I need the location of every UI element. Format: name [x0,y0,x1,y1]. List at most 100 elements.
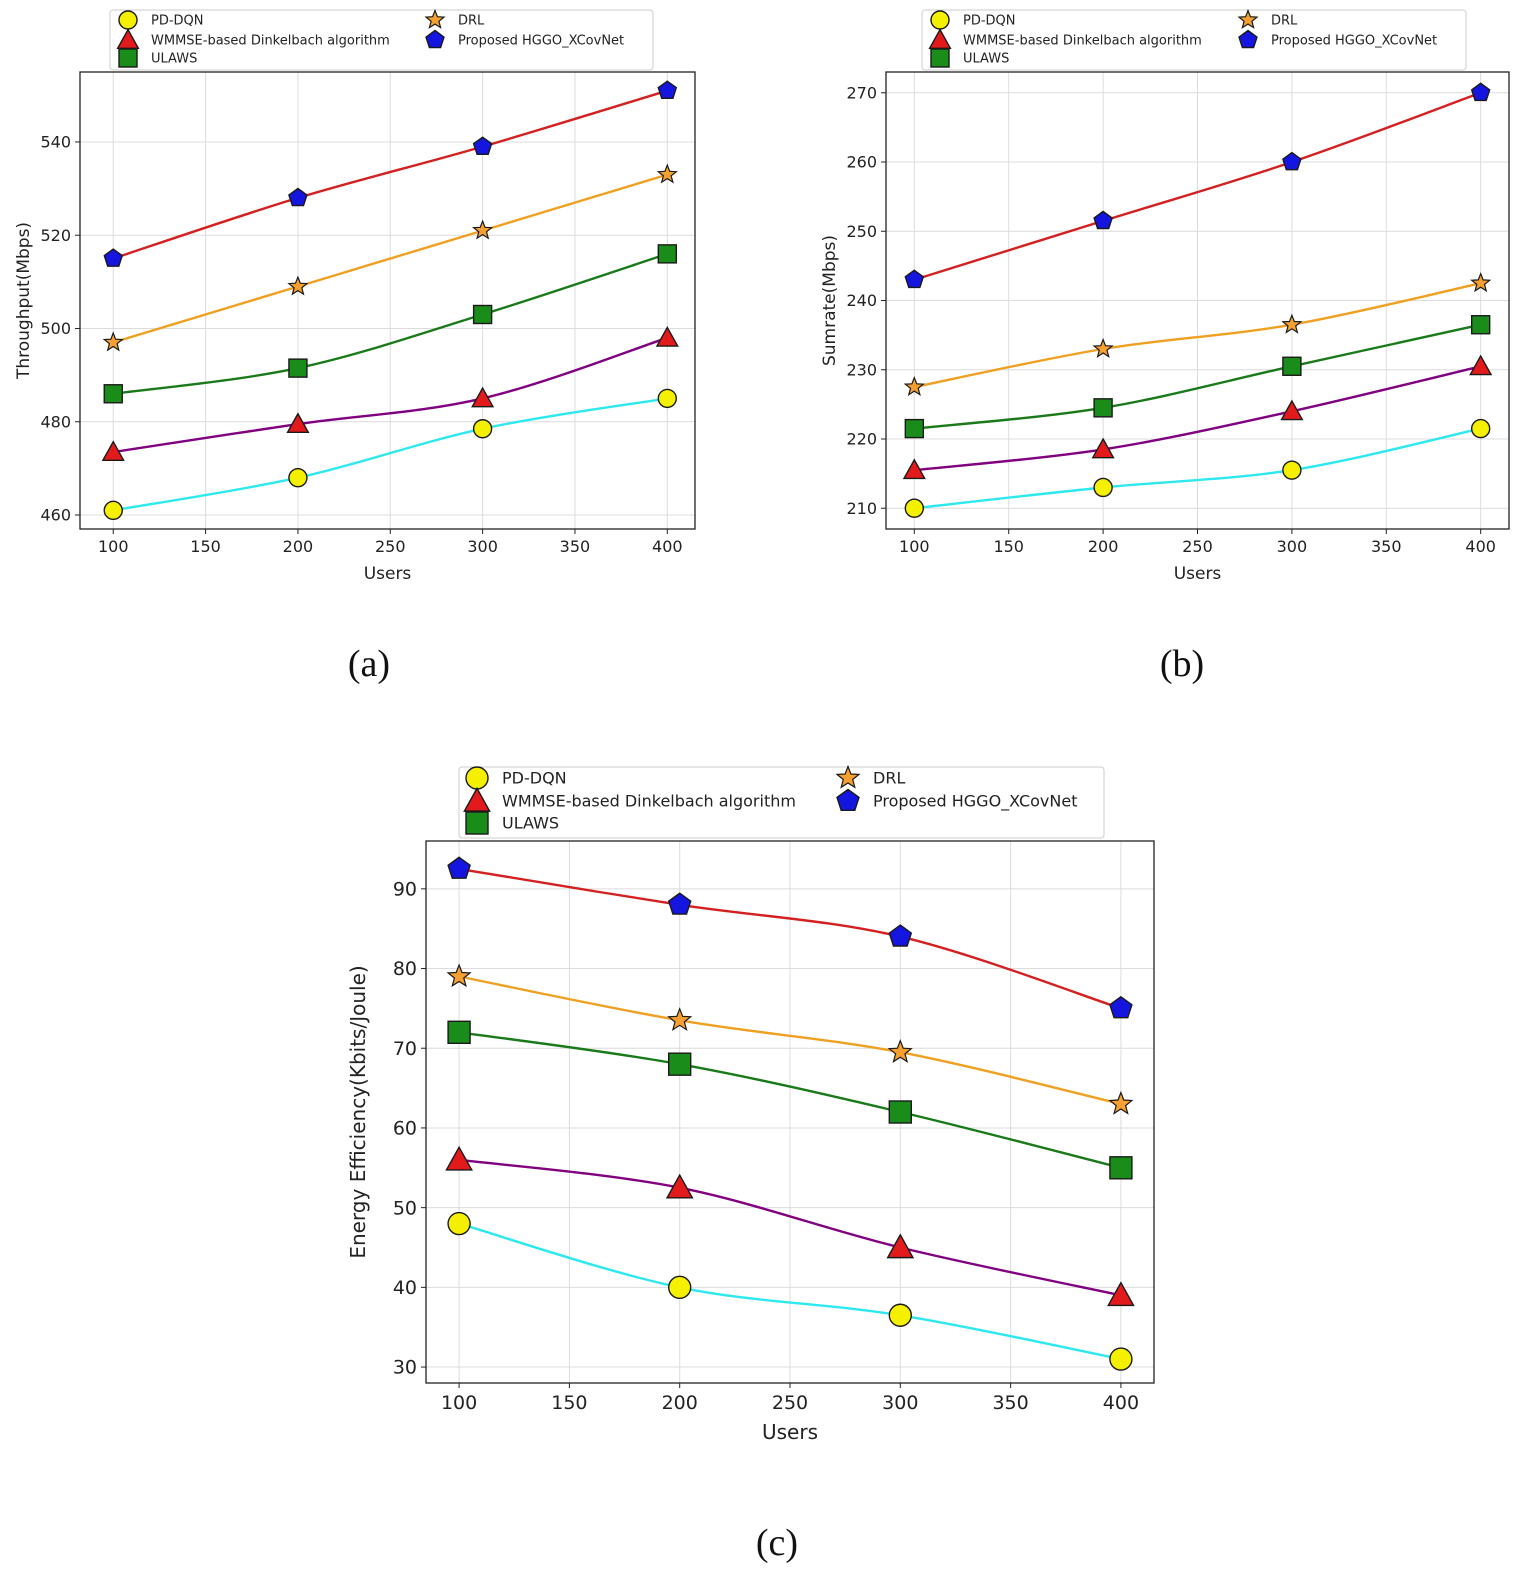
x-tick-label: 100 [441,1392,477,1414]
data-point-drl [887,1039,913,1063]
data-point-pd-dqn [657,388,677,409]
data-point-drl [446,963,472,988]
data-point-ulaws [1282,356,1302,376]
legend-marker-wmmse-based-dinkelbach-algorithm [116,28,140,49]
legend-marker-ulaws [465,811,489,835]
series-line [913,91,1482,281]
series-line [112,89,668,260]
data-point-proposed-hggo-xcovnet [1470,82,1491,102]
data-point-pd-dqn [1470,418,1491,439]
legend-label-drl: DRL [873,769,905,788]
series-line [112,173,668,344]
series-line [458,867,1122,1010]
data-point-proposed-hggo-xcovnet [1093,210,1113,230]
y-tick-label: 40 [393,1277,417,1299]
x-axis-label: Users [762,1420,818,1444]
y-tick-label: 220 [846,430,877,449]
x-axis-label: Users [1174,564,1222,584]
chart-panel-a: 100 150 200 250 300 350 400 460 480 500 520 540 User… [0,0,768,700]
plot-frame [79,71,696,530]
chart-b: 100 150 200 250 300 350 400 210 220 230 240 250 260 2… [820,8,1510,584]
chart-a: 100 150 200 250 300 350 400 460 480 500 520 540 User… [14,8,696,584]
data-point-wmmse-based-dinkelbach-algorithm [902,458,926,480]
x-tick-label: 300 [882,1392,918,1414]
legend-label-ulaws: ULAWS [502,814,559,833]
y-tick-label: 230 [846,360,877,379]
plot-frame [425,840,1155,1384]
y-axis-label: Energy Efficiency(Kbits/Joule) [346,965,370,1258]
series-line [113,397,668,512]
x-tick-label: 200 [283,537,314,556]
x-tick-label: 150 [551,1392,587,1414]
x-tick-label: 300 [467,537,498,556]
y-tick-label: 260 [846,153,877,172]
y-tick-label: 500 [40,319,71,338]
x-tick-label: 100 [899,537,930,556]
data-point-drl [1470,272,1492,293]
data-point-drl [667,1007,693,1032]
data-point-ulaws [1109,1156,1133,1180]
y-tick-label: 460 [40,506,71,525]
data-point-proposed-hggo-xcovnet [904,269,925,289]
legend-box [109,9,654,71]
y-tick-label: 60 [393,1118,417,1140]
series-line [458,975,1122,1106]
x-tick-label: 400 [1103,1392,1139,1414]
x-tick-label: 250 [772,1392,808,1414]
legend-marker-wmmse-based-dinkelbach-algorithm [463,786,491,812]
data-point-ulaws [888,1100,913,1124]
data-point-drl [1108,1090,1134,1115]
data-point-drl [656,163,678,184]
legend-marker-ulaws [930,48,950,68]
legend-label-drl: DRL [1271,14,1298,29]
legend-marker-pd-dqn [465,766,489,790]
y-tick-label: 210 [846,499,877,518]
data-point-drl [102,331,124,352]
data-point-ulaws [667,1052,692,1076]
data-point-ulaws [657,244,677,264]
data-point-pd-dqn [1282,460,1302,480]
data-point-ulaws [472,304,493,325]
y-tick-label: 70 [393,1038,417,1060]
data-point-wmmse-based-dinkelbach-algorithm [1107,1281,1135,1307]
data-point-wmmse-based-dinkelbach-algorithm [471,386,495,408]
legend-label-proposed-hggo-xcovnet: Proposed HGGO_XCovNet [1271,34,1437,49]
series-line [914,282,1481,389]
legend-label-pd-dqn: PD-DQN [151,14,204,29]
legend-marker-proposed-hggo-xcovnet [425,29,445,49]
series-line [113,252,668,395]
data-point-drl [1281,313,1303,334]
y-axis-label: Sumrate(Mbps) [820,235,840,366]
legend-label-proposed-hggo-xcovnet: Proposed HGGO_XCovNet [458,34,624,49]
legend-marker-proposed-hggo-xcovnet [836,788,860,811]
x-tick-label: 350 [560,537,591,556]
data-point-drl [471,219,494,240]
legend-marker-drl [835,764,861,789]
x-tick-label: 250 [1182,537,1213,556]
legend-label-proposed-hggo-xcovnet: Proposed HGGO_XCovNet [873,792,1077,812]
data-point-pd-dqn [447,1211,471,1236]
legend-marker-drl [424,8,446,29]
y-tick-label: 540 [40,133,71,152]
legend-label-wmmse-based-dinkelbach-algorithm: WMMSE-based Dinkelbach algorithm [502,792,796,811]
caption-b: (b) [1159,643,1205,685]
data-point-proposed-hggo-xcovnet [1109,995,1133,1019]
data-point-pd-dqn [1109,1347,1133,1371]
legend-marker-ulaws [118,48,138,68]
caption-a: (a) [347,643,391,685]
data-point-pd-dqn [1093,477,1113,498]
x-tick-label: 250 [375,537,406,556]
series-line [458,1222,1122,1361]
data-point-pd-dqn [888,1303,913,1327]
data-point-wmmse-based-dinkelbach-algorithm [1091,437,1115,459]
series-line [914,427,1481,510]
y-tick-label: 250 [846,222,877,241]
series-line [914,365,1481,472]
y-tick-label: 80 [393,958,417,980]
y-tick-label: 520 [40,226,71,245]
data-point-ulaws [1470,315,1491,335]
data-point-pd-dqn [667,1275,692,1300]
legend-label-ulaws: ULAWS [151,52,197,67]
data-point-proposed-hggo-xcovnet [103,248,124,267]
